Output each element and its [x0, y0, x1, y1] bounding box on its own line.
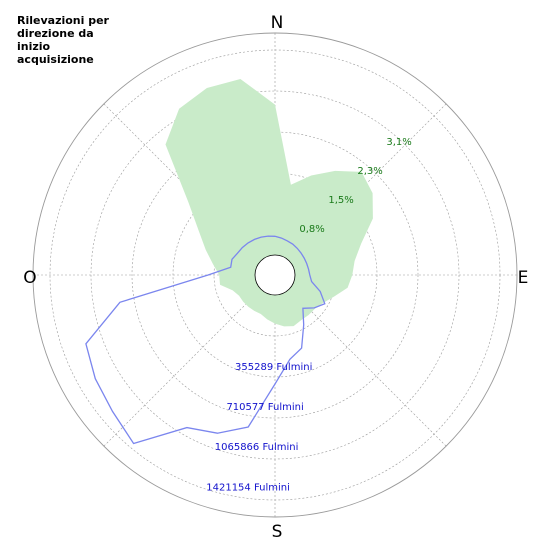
grid-spoke [103, 288, 262, 447]
percent-tick-label: 2,3% [357, 166, 382, 177]
count-tick-label: 355289 Fulmini [235, 362, 312, 373]
percent-tick-label: 0,8% [299, 224, 324, 235]
count-tick-label: 1421154 Fulmini [206, 482, 290, 493]
percent-tick-label: 3,1% [386, 137, 411, 148]
count-line-series [85, 235, 326, 445]
count-tick-label: 710577 Fulmini [226, 402, 303, 413]
count-tick-label: 1065866 Fulmini [215, 442, 299, 453]
center-hole [254, 254, 296, 296]
compass-west-label: O [23, 268, 36, 288]
compass-north-label: N [271, 13, 284, 33]
compass-south-label: S [272, 522, 283, 542]
percent-tick-label: 1,5% [328, 195, 353, 206]
tick-labels: 0,8% 1,5% 2,3% 3,1% 355289 Fulmini 710577 Ful… [206, 137, 412, 493]
grid-spoke [288, 288, 447, 447]
percent-area-series [165, 79, 373, 327]
compass-east-label: E [518, 268, 529, 288]
chart-title: Rilevazioni per direzione da inizio acqu… [17, 14, 109, 66]
